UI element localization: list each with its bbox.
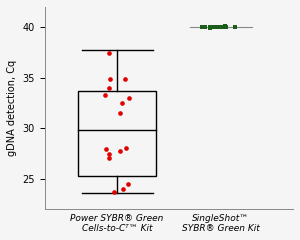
Point: [208, 26, 213, 30]
Point: [112, 190, 116, 194]
Point: [121, 187, 125, 191]
Point: [120, 101, 125, 105]
Point: [219, 25, 224, 29]
Point: [107, 51, 112, 54]
Point: [107, 86, 112, 90]
Point: [223, 24, 228, 28]
Point: [123, 77, 128, 81]
Point: [108, 77, 112, 81]
Point: [104, 147, 109, 151]
Point: [126, 96, 131, 100]
Point: [233, 25, 238, 29]
Point: [106, 152, 111, 156]
Point: [211, 25, 216, 29]
Point: [208, 25, 212, 29]
Point: [200, 25, 204, 29]
Point: [117, 149, 122, 153]
Point: [126, 182, 131, 186]
Point: [203, 25, 208, 29]
Point: [117, 111, 122, 115]
Point: [224, 25, 229, 29]
Point: [216, 25, 221, 29]
Point: [103, 93, 108, 97]
Point: [215, 25, 220, 29]
Y-axis label: gDNA detection, Cq: gDNA detection, Cq: [7, 60, 17, 156]
Point: [220, 25, 224, 29]
Point: [106, 156, 111, 160]
Point: [207, 25, 212, 29]
Point: [124, 146, 129, 150]
